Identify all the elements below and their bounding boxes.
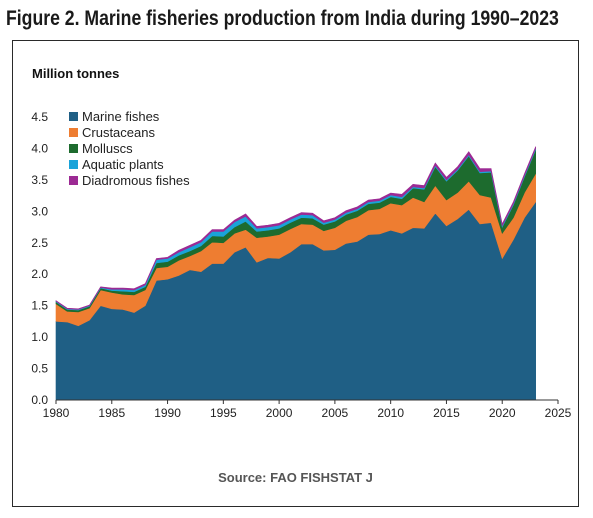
legend-label: Aquatic plants: [82, 157, 164, 172]
y-tick-label: 2.0: [31, 267, 48, 281]
x-tick-label: 1985: [98, 406, 125, 420]
area-diadromous-fishes: [55, 146, 536, 310]
x-tick-label: 2015: [433, 406, 460, 420]
y-tick-label: 1.0: [31, 330, 48, 344]
y-tick-label: 4.5: [31, 110, 48, 124]
legend-label: Molluscs: [82, 141, 133, 156]
x-tick-label: 2010: [377, 406, 404, 420]
axes-group: 1980 1985 1990 1995 2000 2005 2010 2015 2020 2025…: [31, 110, 571, 420]
y-axis-label: Million tonnes: [32, 66, 119, 81]
y-tick-label: 4.0: [31, 141, 48, 155]
y-tick-label: 3.5: [31, 173, 48, 187]
legend-swatch: [69, 128, 78, 137]
x-tick-label: 2000: [266, 406, 293, 420]
x-tick-label: 1980: [43, 406, 70, 420]
legend-swatch: [69, 112, 78, 121]
legend-swatch: [69, 176, 78, 185]
legend-swatch: [69, 144, 78, 153]
legend-label: Marine fishes: [82, 109, 160, 124]
y-tick-label: 0.5: [31, 362, 48, 376]
y-tick-label: 0.0: [31, 393, 48, 407]
x-tick-label: 2025: [545, 406, 572, 420]
y-tick-label: 2.5: [31, 236, 48, 250]
legend-label: Crustaceans: [82, 125, 155, 140]
legend: Marine fishesCrustaceansMolluscsAquatic …: [69, 109, 190, 188]
x-tick-label: 1990: [154, 406, 181, 420]
x-tick-label: 1995: [210, 406, 237, 420]
source-note: Source: FAO FISHSTAT J: [218, 470, 373, 485]
figure-title: Figure 2. Marine fisheries production fr…: [6, 7, 559, 30]
y-tick-label: 1.5: [31, 299, 48, 313]
legend-label: Diadromous fishes: [82, 173, 190, 188]
y-tick-label: 3.0: [31, 204, 48, 218]
x-tick-label: 2005: [322, 406, 349, 420]
x-tick-label: 2020: [489, 406, 516, 420]
legend-swatch: [69, 160, 78, 169]
area-series-group: [55, 146, 536, 401]
